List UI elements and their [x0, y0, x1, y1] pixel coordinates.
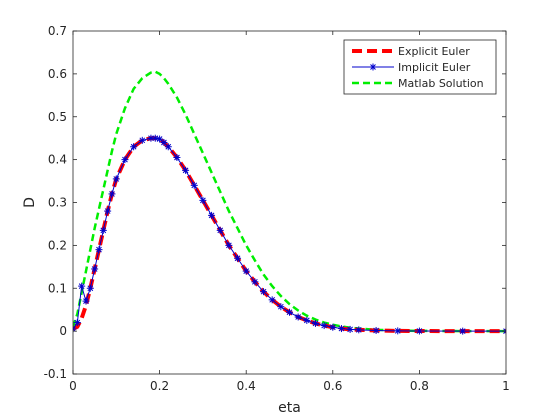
legend-label-matlab-solution: Matlab Solution — [398, 77, 484, 90]
data-point-implicit-euler — [347, 326, 354, 333]
data-point-implicit-euler — [459, 328, 466, 335]
data-point-implicit-euler — [217, 227, 224, 234]
data-point-implicit-euler — [260, 288, 267, 295]
y-tick-label: 0.6 — [48, 67, 67, 81]
data-point-implicit-euler — [251, 278, 258, 285]
legend-label-implicit-euler: Implicit Euler — [398, 61, 471, 74]
y-tick-label: 0.4 — [48, 153, 67, 167]
x-tick-label: 0 — [69, 379, 77, 393]
data-point-implicit-euler — [113, 175, 120, 182]
data-point-implicit-euler — [130, 143, 137, 150]
data-point-implicit-euler — [91, 265, 98, 272]
data-point-implicit-euler — [173, 154, 180, 161]
data-point-implicit-euler — [121, 156, 128, 163]
x-tick-label: 0.8 — [410, 379, 429, 393]
legend-label-explicit-euler: Explicit Euler — [398, 45, 470, 58]
data-point-implicit-euler — [394, 327, 401, 334]
data-point-implicit-euler — [191, 182, 198, 189]
y-tick-label: 0.3 — [48, 196, 67, 210]
y-tick-label: 0.7 — [48, 24, 67, 38]
data-point-implicit-euler — [95, 246, 102, 253]
y-tick-label: 0.5 — [48, 110, 67, 124]
y-tick-label: 0.2 — [48, 238, 67, 252]
legend-marker-implicit-euler — [370, 64, 377, 71]
data-point-implicit-euler — [182, 167, 189, 174]
data-point-implicit-euler — [100, 227, 107, 234]
x-axis-label: eta — [278, 400, 301, 416]
data-point-implicit-euler — [139, 137, 146, 144]
data-point-implicit-euler — [108, 190, 115, 197]
data-point-implicit-euler — [199, 197, 206, 204]
data-point-implicit-euler — [416, 328, 423, 335]
legend: Explicit Euler Implicit Euler Matlab Sol… — [344, 40, 496, 94]
data-point-implicit-euler — [329, 324, 336, 331]
data-point-implicit-euler — [208, 212, 215, 219]
data-point-implicit-euler — [286, 309, 293, 316]
data-point-implicit-euler — [373, 327, 380, 334]
y-tick-label: 0 — [59, 324, 67, 338]
data-point-implicit-euler — [321, 322, 328, 329]
data-point-implicit-euler — [243, 268, 250, 275]
data-point-implicit-euler — [355, 326, 362, 333]
data-point-implicit-euler — [156, 136, 163, 143]
x-tick-label: 0.2 — [150, 379, 169, 393]
data-point-implicit-euler — [225, 242, 232, 249]
data-point-implicit-euler — [338, 325, 345, 332]
data-point-implicit-euler — [234, 255, 241, 262]
y-tick-label: 0.1 — [48, 281, 67, 295]
data-point-implicit-euler — [78, 283, 85, 290]
data-point-implicit-euler — [87, 285, 94, 292]
data-point-implicit-euler — [295, 313, 302, 320]
data-point-implicit-euler — [104, 208, 111, 215]
data-point-implicit-euler — [303, 317, 310, 324]
data-point-implicit-euler — [165, 143, 172, 150]
x-tick-label: 0.4 — [237, 379, 256, 393]
x-tick-label: 0.6 — [323, 379, 342, 393]
data-point-implicit-euler — [312, 320, 319, 327]
y-tick-label: -0.1 — [44, 367, 67, 381]
data-point-implicit-euler — [277, 303, 284, 310]
y-axis-label: D — [22, 197, 38, 208]
data-point-implicit-euler — [74, 319, 81, 326]
x-tick-label: 1 — [502, 379, 510, 393]
data-point-implicit-euler — [269, 296, 276, 303]
data-point-implicit-euler — [82, 298, 89, 305]
